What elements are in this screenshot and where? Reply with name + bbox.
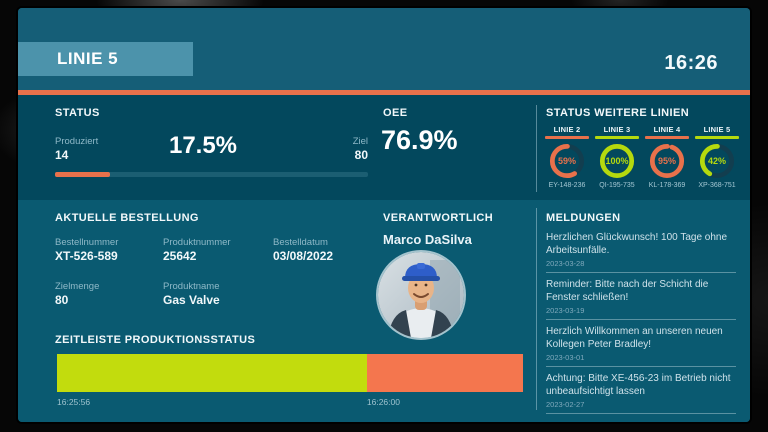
- gauge-percent: 59%: [557, 155, 576, 166]
- gauge-chart-icon: 42%: [698, 142, 736, 180]
- accent-divider: [18, 90, 750, 95]
- gauge-percent: 42%: [707, 155, 726, 166]
- gauge-order-code: KL-178-369: [648, 181, 686, 189]
- target-qty-label: Zielmenge: [55, 281, 100, 292]
- message-text: Achtung: Bitte XE-456-23 im Betrieb nich…: [546, 373, 731, 397]
- order-number-value: XT-526-589: [55, 249, 118, 263]
- line-title-box: LINIE 5: [18, 42, 193, 76]
- message-text: Reminder: Bitte nach der Schicht die Fen…: [546, 279, 709, 303]
- vertical-divider-bottom: [536, 208, 537, 410]
- gauge-underline: [545, 136, 589, 139]
- product-name-value: Gas Valve: [163, 293, 220, 307]
- message-date: 2023-03-28: [546, 259, 585, 268]
- kpi-row: STATUS Produziert 14 17.5% Ziel 80 OEE 7…: [18, 95, 750, 200]
- header: LINIE 5 16:26: [18, 8, 750, 90]
- produced-progress-fill: [55, 172, 110, 177]
- gauge-underline: [595, 136, 639, 139]
- gauge-line-2: LINIE 2 59% EY-148-236: [542, 125, 592, 189]
- messages-list: Herzlichen Glückwunsch! 100 Tage ohne Ar…: [546, 231, 736, 419]
- message-item: Herzlichen Glückwunsch! 100 Tage ohne Ar…: [546, 231, 736, 273]
- message-date: 2023-02-27: [546, 400, 585, 409]
- produced-value: 14: [55, 148, 69, 162]
- produced-progress-track: [55, 172, 368, 177]
- message-text: Herzlichen Glückwunsch! 100 Tage ohne Ar…: [546, 232, 728, 256]
- gauge-underline: [695, 136, 739, 139]
- gauge-chart-icon: 59%: [548, 142, 586, 180]
- gauge-order-code: XP-368-751: [698, 181, 736, 189]
- gauge-line-label: LINIE 5: [703, 125, 731, 134]
- order-section-title: AKTUELLE BESTELLUNG: [55, 212, 199, 224]
- timeline-bar: [57, 354, 523, 392]
- target-label: Ziel: [352, 136, 368, 147]
- status-percent: 17.5%: [168, 132, 238, 159]
- target-value: 80: [354, 148, 368, 162]
- message-date: 2023-03-19: [546, 306, 585, 315]
- gauge-line-label: LINIE 2: [553, 125, 581, 134]
- other-lines-section-title: STATUS WEITERE LINIEN: [546, 107, 690, 119]
- gauge-underline: [645, 136, 689, 139]
- gauge-order-code: EY-148-236: [548, 181, 586, 189]
- product-number-label: Produktnummer: [163, 237, 231, 248]
- message-item: Herzlich Willkommen an unseren neuen Kol…: [546, 325, 736, 367]
- message-date: 2023-03-01: [546, 353, 585, 362]
- gauge-line-4: LINIE 4 95% KL-178-369: [642, 125, 692, 189]
- gauge-chart-icon: 100%: [598, 142, 636, 180]
- message-text: Herzlich Willkommen an unseren neuen Kol…: [546, 326, 723, 350]
- timeline-segment: [366, 354, 523, 392]
- gauge-line-3: LINIE 3 100% QI-195-735: [592, 125, 642, 189]
- page-title: LINIE 5: [57, 49, 119, 68]
- messages-section-title: MELDUNGEN: [546, 212, 621, 224]
- gauge-line-label: LINIE 4: [653, 125, 681, 134]
- responsible-name: Marco DaSilva: [383, 232, 472, 247]
- gauge-percent: 95%: [657, 155, 676, 166]
- vertical-divider-top: [536, 105, 537, 192]
- product-name-label: Produktname: [163, 281, 220, 292]
- message-item: Reminder: Bitte nach der Schicht die Fen…: [546, 278, 736, 320]
- detail-row: AKTUELLE BESTELLUNG Bestellnummer XT-526…: [18, 200, 750, 422]
- oee-value: 76.9%: [381, 125, 458, 155]
- order-date-value: 03/08/2022: [273, 249, 334, 263]
- timeline-section-title: ZEITLEISTE PRODUKTIONSSTATUS: [55, 334, 256, 346]
- timeline-start-label: 16:25:56: [57, 397, 91, 407]
- oee-section-title: OEE: [383, 107, 408, 119]
- product-number-value: 25642: [163, 249, 197, 263]
- gauge-chart-icon: 95%: [648, 142, 686, 180]
- gauge-line-5: LINIE 5 42% XP-368-751: [692, 125, 742, 189]
- timeline-segment: [57, 354, 367, 392]
- clock: 16:26: [664, 52, 718, 74]
- gauge-order-code: QI-195-735: [599, 181, 635, 189]
- message-item: Achtung: Bitte XE-456-23 im Betrieb nich…: [546, 372, 736, 414]
- avatar: [378, 252, 464, 338]
- dashboard-screen: LINIE 5 16:26 STATUS Produziert 14 17.5%…: [18, 8, 750, 422]
- order-date-label: Bestelldatum: [273, 237, 328, 248]
- produced-label: Produziert: [55, 136, 99, 147]
- responsible-section-title: VERANTWORTLICH: [383, 212, 494, 224]
- order-number-label: Bestellnummer: [55, 237, 119, 248]
- gauge-percent: 100%: [605, 155, 629, 166]
- status-section-title: STATUS: [55, 107, 100, 119]
- other-lines-gauges: LINIE 2 59% EY-148-236 LINIE 3: [542, 125, 744, 189]
- gauge-line-label: LINIE 3: [603, 125, 631, 134]
- target-qty-value: 80: [55, 293, 69, 307]
- timeline-marker-label: 16:26:00: [366, 397, 400, 407]
